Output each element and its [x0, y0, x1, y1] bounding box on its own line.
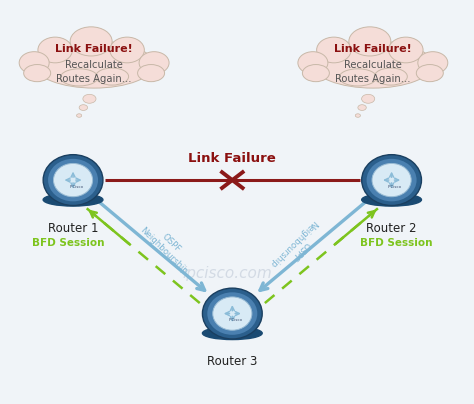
Ellipse shape	[416, 65, 443, 82]
Circle shape	[366, 159, 417, 201]
Ellipse shape	[358, 105, 366, 110]
Ellipse shape	[202, 327, 262, 340]
Ellipse shape	[298, 52, 328, 74]
Ellipse shape	[356, 114, 360, 117]
Ellipse shape	[96, 68, 128, 85]
Text: Link Failure!: Link Failure!	[334, 44, 412, 54]
Ellipse shape	[362, 194, 421, 206]
Ellipse shape	[374, 68, 407, 85]
Text: OSPF
Neighbourship: OSPF Neighbourship	[138, 218, 197, 276]
Ellipse shape	[349, 27, 391, 56]
Text: BFD Session: BFD Session	[360, 238, 432, 248]
Circle shape	[207, 292, 257, 335]
Ellipse shape	[302, 65, 329, 82]
Text: Router 3: Router 3	[207, 356, 257, 368]
Ellipse shape	[83, 95, 96, 103]
Text: IPCisco: IPCisco	[388, 185, 402, 189]
Text: OSPF
Neighbourship: OSPF Neighbourship	[268, 218, 326, 276]
Ellipse shape	[137, 65, 164, 82]
Ellipse shape	[339, 69, 377, 86]
Ellipse shape	[70, 27, 112, 56]
Circle shape	[54, 164, 92, 197]
Text: Link Failure!: Link Failure!	[55, 44, 133, 54]
Ellipse shape	[139, 52, 169, 74]
Ellipse shape	[77, 114, 82, 117]
Ellipse shape	[317, 37, 351, 63]
Text: Recalculate
Routes Again...: Recalculate Routes Again...	[56, 60, 132, 84]
Text: Router 2: Router 2	[366, 222, 417, 235]
Ellipse shape	[362, 95, 375, 103]
Text: Link Failure: Link Failure	[189, 152, 276, 165]
Ellipse shape	[38, 37, 73, 63]
Ellipse shape	[313, 41, 433, 88]
Ellipse shape	[389, 37, 423, 63]
Circle shape	[202, 288, 262, 339]
Ellipse shape	[34, 41, 154, 88]
Text: IPCisco: IPCisco	[70, 185, 83, 189]
Ellipse shape	[79, 105, 88, 110]
Ellipse shape	[110, 37, 145, 63]
Text: Recalculate
Routes Again...: Recalculate Routes Again...	[335, 60, 410, 84]
Circle shape	[372, 164, 411, 197]
Text: Router 1: Router 1	[48, 222, 98, 235]
Text: IPCisco: IPCisco	[229, 318, 243, 322]
Circle shape	[362, 155, 421, 206]
Ellipse shape	[24, 65, 51, 82]
Text: ipcisco.com: ipcisco.com	[183, 266, 273, 281]
Ellipse shape	[19, 52, 49, 74]
Text: BFD Session: BFD Session	[32, 238, 105, 248]
Circle shape	[43, 155, 103, 206]
Ellipse shape	[43, 194, 103, 206]
Circle shape	[213, 297, 252, 330]
Ellipse shape	[60, 69, 98, 86]
Circle shape	[48, 159, 98, 201]
Ellipse shape	[418, 52, 448, 74]
